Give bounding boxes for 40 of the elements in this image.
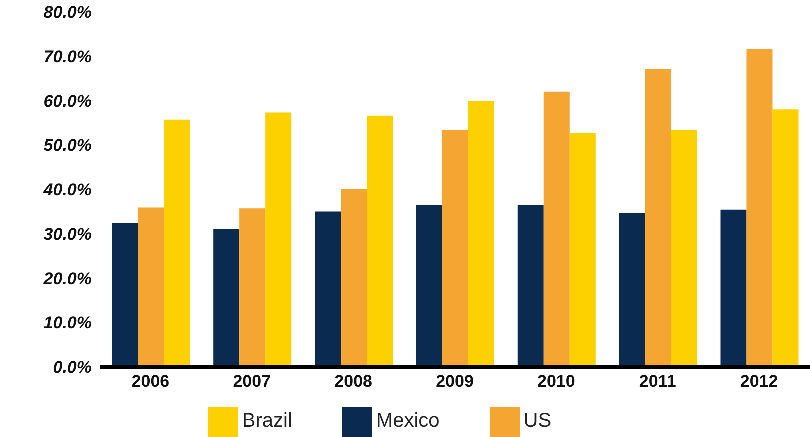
bar [468, 101, 494, 367]
bar [266, 112, 292, 367]
bar [240, 208, 266, 367]
bar [645, 69, 672, 367]
legend-label: Mexico [376, 410, 440, 432]
x-tick-label: 2007 [233, 372, 272, 392]
y-tick-label: 40.0% [42, 180, 92, 200]
bar [442, 130, 468, 367]
bar [671, 130, 698, 367]
bar [570, 133, 596, 367]
legend-label: US [524, 410, 552, 432]
y-tick-label: 70.0% [44, 47, 92, 66]
x-tick-label: 2012 [740, 372, 778, 392]
x-tick-label: 2011 [639, 372, 676, 392]
x-tick-label: 2008 [334, 372, 372, 392]
bar [367, 116, 394, 367]
y-tick-label: 80.0% [44, 3, 92, 22]
legend-label: Brazil [242, 410, 292, 432]
bar [518, 205, 544, 367]
bar [619, 213, 646, 367]
bar [772, 110, 799, 367]
bar [112, 223, 138, 367]
bar [164, 120, 190, 367]
y-tick-label: 60.0% [44, 92, 92, 111]
y-tick-label: 0.0% [53, 358, 92, 378]
x-tick-label: 2009 [436, 372, 474, 392]
y-tick-label: 30.0% [44, 224, 92, 244]
y-tick-label: 10.0% [44, 314, 92, 333]
bar [138, 208, 164, 367]
bar [416, 205, 442, 367]
bar [746, 49, 773, 367]
bar [214, 229, 240, 367]
bar [720, 210, 747, 367]
x-tick-label: 2006 [132, 372, 170, 392]
y-tick-label: 20.0% [42, 269, 92, 288]
bar [544, 92, 570, 367]
bar [341, 189, 368, 367]
y-tick-label: 50.0% [44, 136, 92, 156]
bar [315, 212, 342, 367]
x-tick-label: 2010 [538, 372, 576, 392]
